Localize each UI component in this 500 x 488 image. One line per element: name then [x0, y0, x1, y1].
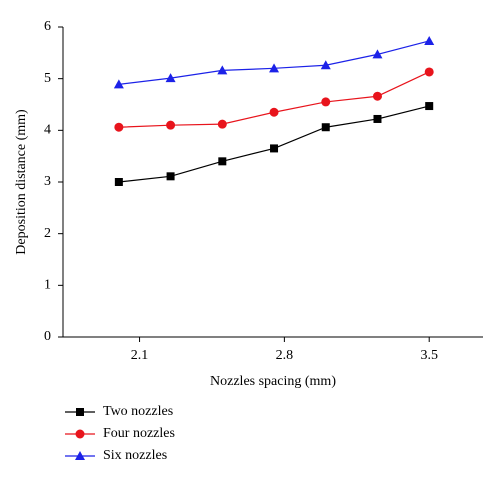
marker: [269, 107, 279, 117]
y-tick-label: 2: [44, 226, 51, 241]
series-line: [118, 105, 430, 183]
marker: [75, 451, 85, 460]
marker: [424, 67, 434, 77]
y-tick-label: 6: [44, 19, 51, 34]
y-axis-label: Deposition distance (mm): [14, 109, 29, 255]
marker: [114, 122, 124, 132]
marker: [321, 97, 331, 107]
y-tick-label: 5: [44, 71, 51, 86]
y-tick-label: 1: [44, 278, 51, 293]
marker: [166, 172, 175, 181]
x-tick-label: 2.1: [131, 348, 149, 363]
marker: [373, 114, 382, 123]
x-axis-label: Nozzles spacing (mm): [210, 374, 336, 389]
series-line: [118, 40, 430, 85]
marker: [75, 429, 85, 439]
x-tick-label: 2.8: [276, 348, 294, 363]
series-line: [118, 71, 430, 128]
marker: [372, 49, 383, 59]
marker: [166, 120, 176, 130]
legend-label: Six nozzles: [103, 448, 167, 463]
marker: [218, 157, 227, 166]
marker: [372, 91, 382, 101]
marker: [76, 408, 84, 416]
marker: [217, 65, 228, 75]
marker: [269, 63, 280, 73]
marker: [113, 79, 124, 89]
marker: [165, 73, 176, 83]
y-tick-label: 3: [44, 174, 51, 189]
legend-label: Two nozzles: [103, 404, 173, 419]
marker: [425, 102, 434, 111]
marker: [424, 35, 435, 45]
y-tick-label: 4: [44, 123, 51, 138]
marker: [114, 178, 123, 186]
marker: [321, 123, 330, 132]
marker: [270, 144, 279, 153]
y-tick-label: 0: [44, 329, 51, 344]
x-tick-label: 3.5: [420, 348, 438, 363]
marker: [217, 119, 227, 129]
marker: [320, 60, 331, 70]
legend-label: Four nozzles: [103, 426, 175, 441]
